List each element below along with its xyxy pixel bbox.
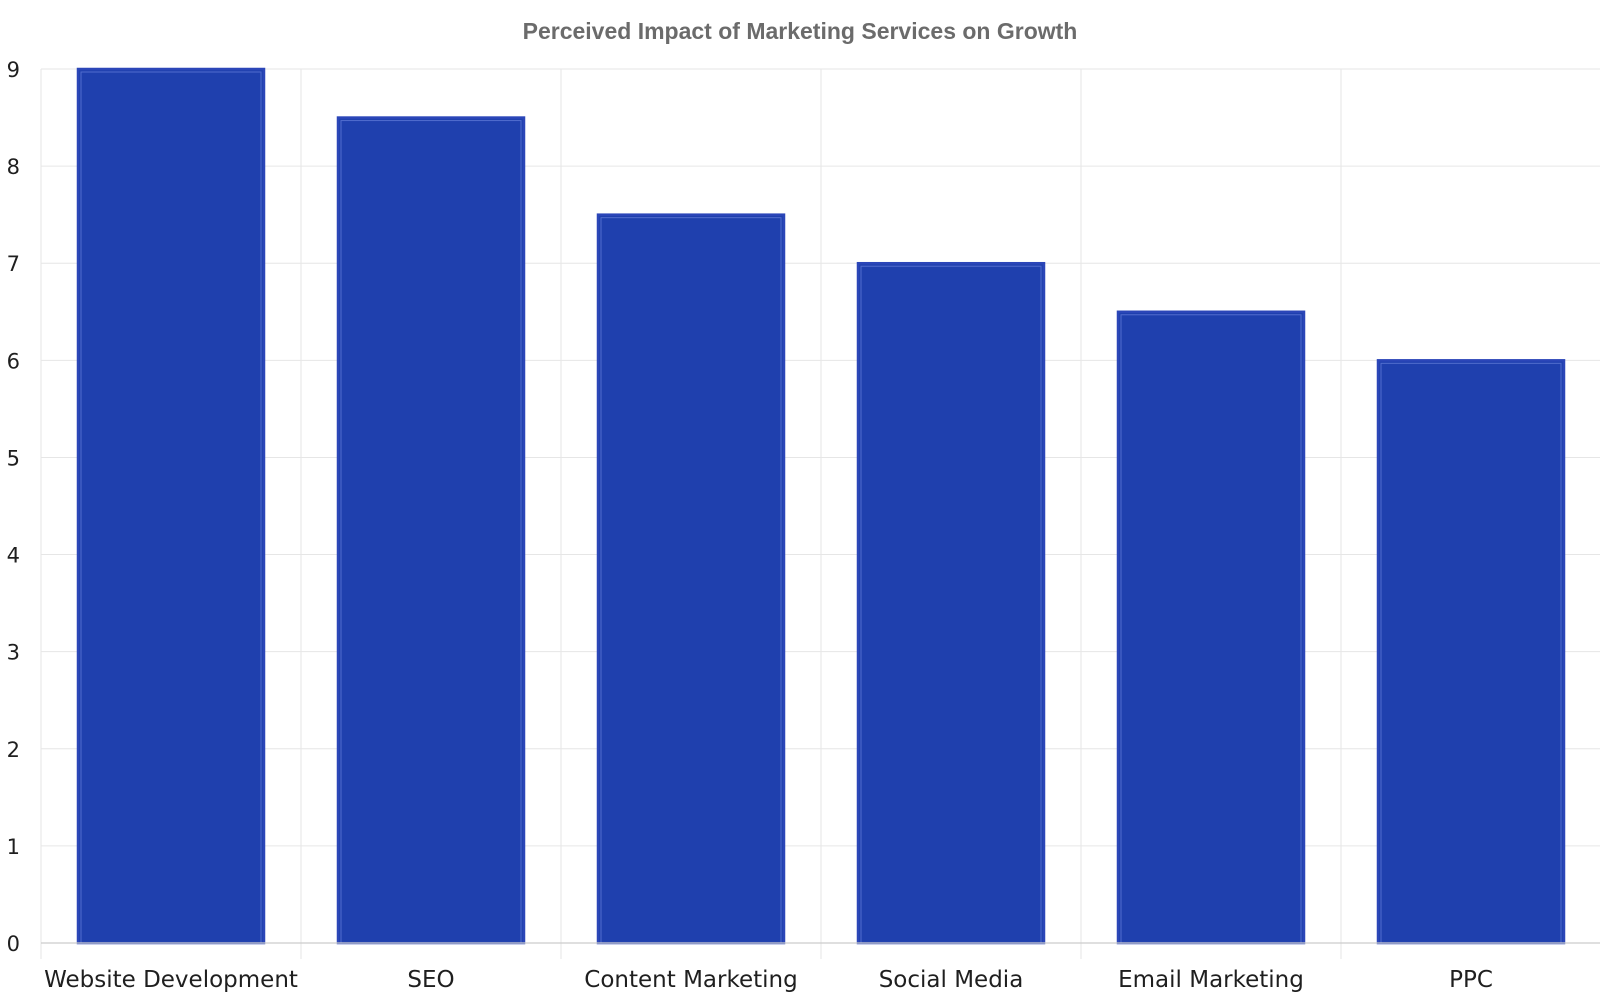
x-category-label: Content Marketing (584, 967, 797, 993)
bar-content-marketing[interactable] (596, 213, 786, 945)
y-tick-label: 4 (7, 544, 20, 568)
bar-ppc[interactable] (1376, 359, 1566, 945)
y-tick-label: 5 (7, 446, 20, 470)
x-category-label: Website Development (44, 967, 298, 993)
y-tick-label: 8 (7, 155, 20, 179)
y-tick-label: 2 (7, 738, 20, 762)
bar-website-development[interactable] (76, 67, 266, 945)
grid-layer (40, 68, 1600, 943)
bar-social-media[interactable] (856, 261, 1046, 945)
x-category-label: SEO (407, 967, 454, 993)
y-tick-label: 6 (7, 349, 20, 373)
bar-seo[interactable] (336, 116, 526, 945)
chart-title: Perceived Impact of Marketing Services o… (522, 18, 1078, 44)
x-category-label: Email Marketing (1118, 967, 1304, 993)
y-tick-label: 1 (7, 835, 20, 859)
bar-layer (76, 67, 1566, 945)
y-tick-label: 9 (7, 58, 20, 82)
axis-layer (40, 942, 1600, 959)
y-tick-label: 3 (7, 641, 20, 665)
y-tick-label: 0 (7, 932, 20, 956)
bar-email-marketing[interactable] (1116, 310, 1306, 945)
x-category-label: PPC (1449, 967, 1493, 993)
label-layer: 0 1 2 3 4 5 6 7 8 9 Website Development SEO Content … (7, 58, 1493, 993)
x-category-label: Social Media (879, 967, 1024, 993)
y-tick-label: 7 (7, 252, 20, 276)
